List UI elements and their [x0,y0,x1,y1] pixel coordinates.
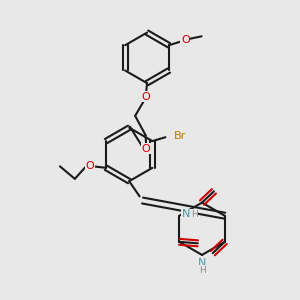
Text: H: H [191,210,198,219]
Text: O: O [141,92,150,101]
Text: N: N [198,258,206,268]
Text: O: O [142,143,151,154]
Text: O: O [85,161,94,171]
Text: Br: Br [174,131,186,141]
Text: H: H [199,266,206,275]
Text: N: N [182,209,190,219]
Text: O: O [181,35,190,45]
